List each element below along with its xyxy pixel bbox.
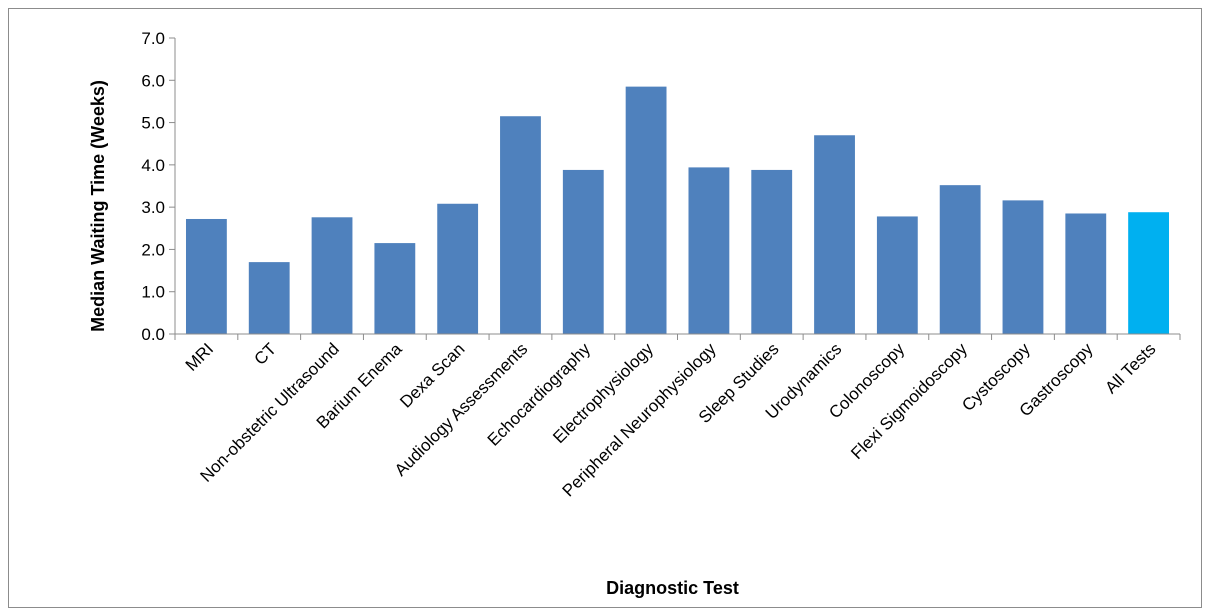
bar	[625, 86, 667, 334]
bar	[939, 185, 981, 334]
axes	[174, 38, 1181, 340]
bar	[248, 262, 290, 334]
y-tick-label: 4.0	[141, 156, 165, 175]
y-axis-title: Median Waiting Time (Weeks)	[88, 80, 108, 332]
bar	[1065, 213, 1107, 334]
bar	[185, 218, 227, 334]
x-tick-label: Flexi Sigmoidoscopy	[847, 339, 971, 463]
y-tick-label: 0.0	[141, 325, 165, 344]
y-tick-label: 1.0	[141, 283, 165, 302]
x-tick-label: All Tests	[1101, 339, 1159, 397]
bar	[374, 243, 416, 334]
y-tick-label: 7.0	[141, 29, 165, 48]
bar	[1128, 212, 1170, 334]
bar	[876, 216, 918, 334]
x-tick-label: CT	[251, 339, 280, 368]
bars	[185, 86, 1170, 334]
y-tick-label: 3.0	[141, 198, 165, 217]
y-tick-label: 5.0	[141, 114, 165, 133]
y-tick-label: 2.0	[141, 240, 165, 259]
bar	[814, 135, 855, 334]
bar	[562, 169, 604, 334]
bar	[751, 169, 793, 334]
bar	[500, 116, 541, 334]
x-axis-title: Diagnostic Test	[606, 578, 739, 598]
y-axis-ticks: 0.0 1.0 2.0 3.0 4.0 5.0 6.0 7.0	[141, 29, 175, 344]
y-tick-label: 6.0	[141, 71, 165, 90]
bar	[1002, 200, 1044, 334]
bar	[688, 167, 730, 334]
bar	[311, 217, 353, 334]
x-tick-label: MRI	[182, 339, 217, 374]
bar	[437, 203, 479, 334]
